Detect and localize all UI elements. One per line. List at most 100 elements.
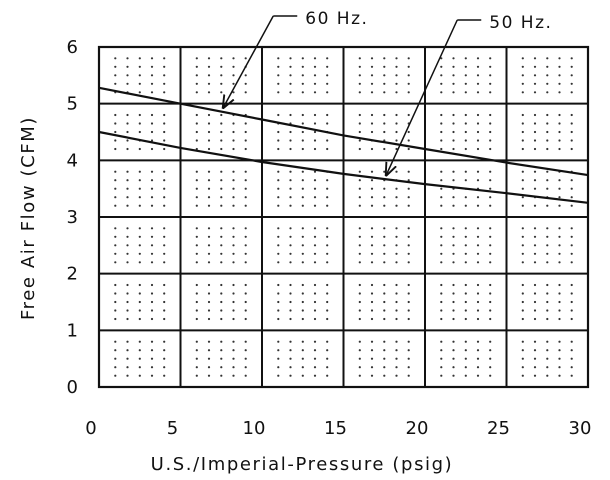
grid-dot: [546, 57, 549, 60]
grid-dot: [301, 122, 304, 125]
grid-dot: [546, 235, 549, 238]
grid-dot: [301, 292, 304, 295]
grid-dot: [313, 252, 317, 255]
grid-dot: [195, 252, 198, 255]
grid-dot: [232, 179, 235, 182]
grid-dot: [570, 227, 573, 230]
grid-dot: [313, 317, 317, 321]
grid-dot: [383, 357, 386, 360]
grid-dot: [476, 252, 480, 255]
grid-dot: [476, 196, 480, 199]
grid-dot: [521, 91, 524, 94]
grid-dot: [570, 317, 573, 321]
grid-dot: [383, 283, 386, 287]
grid-dot: [126, 244, 129, 247]
grid-dot: [533, 252, 537, 255]
x-tick-labels: 0 5 10 15 20 25 30: [85, 418, 591, 439]
grid-dot: [126, 139, 129, 142]
grid-dot: [126, 196, 129, 199]
grid-dot: [476, 317, 480, 321]
grid-dot: [138, 227, 141, 230]
series-line-60hz: [98, 86, 589, 177]
grid-dot: [313, 74, 317, 77]
grid-dot: [150, 340, 154, 343]
grid-dot: [383, 252, 386, 255]
grid-dot: [407, 244, 410, 247]
grid-dot: [489, 340, 492, 343]
grid-dot: [570, 65, 573, 68]
grid-dot: [358, 292, 361, 295]
grid-dot: [521, 82, 524, 85]
grid-dot: [558, 204, 561, 207]
grid-dot: [358, 91, 361, 94]
grid-dot: [220, 252, 223, 255]
grid-dot: [163, 340, 166, 343]
grid-dot: [440, 227, 443, 230]
grid-dot: [489, 65, 492, 68]
grid-dot: [546, 309, 549, 312]
grid-dot: [126, 122, 129, 125]
grid-dot: [521, 340, 524, 343]
annotation-arrow: [386, 19, 458, 175]
grid-dot: [301, 366, 304, 369]
grid-dot: [313, 340, 317, 343]
plot-border: [97, 45, 590, 389]
grid-dot: [150, 374, 154, 377]
grid-dot: [126, 300, 129, 304]
grid-dot: [533, 113, 537, 117]
grid-dot: [395, 309, 398, 312]
grid-dot: [440, 170, 443, 173]
grid-dot: [301, 179, 304, 182]
grid-dot: [220, 366, 223, 369]
grid-dot: [489, 179, 492, 182]
grid-dot: [407, 130, 410, 134]
grid-dot: [326, 300, 329, 304]
grid-dot: [163, 252, 166, 255]
grid-dot: [277, 196, 280, 199]
grid-dot: [558, 292, 561, 295]
grid-dot: [138, 147, 141, 151]
grid-dot: [407, 357, 410, 360]
grid-dot: [383, 349, 386, 352]
grid-dot: [277, 357, 280, 360]
grid-dot: [195, 357, 198, 360]
grid-dot: [533, 357, 537, 360]
grid-dot: [220, 309, 223, 312]
grid-dot: [195, 139, 198, 142]
grid-dot: [521, 374, 524, 377]
grid-dot: [570, 74, 573, 77]
grid-dot: [232, 317, 235, 321]
grid-dot: [464, 235, 467, 238]
grid-dot: [489, 130, 492, 134]
grid-dot: [277, 139, 280, 142]
grid-dot: [326, 139, 329, 142]
grid-dot: [383, 170, 386, 173]
grid-dot: [277, 179, 280, 182]
grid-dot: [452, 122, 455, 125]
grid-dot: [464, 366, 467, 369]
grid-dot: [558, 179, 561, 182]
grid-dot: [313, 349, 317, 352]
grid-dot: [114, 300, 117, 304]
grid-dot: [313, 187, 317, 190]
grid-dot: [126, 65, 129, 68]
grid-dot: [232, 74, 235, 77]
grid-dot: [358, 187, 361, 190]
grid-dot: [546, 122, 549, 125]
grid-dot: [546, 139, 549, 142]
grid-dot: [464, 283, 467, 287]
grid-dot: [195, 204, 198, 207]
grid-dot: [232, 366, 235, 369]
grid-dot: [476, 147, 480, 151]
grid-dot: [489, 357, 492, 360]
grid-dot: [220, 187, 223, 190]
grid-dot: [289, 57, 292, 60]
grid-dot: [383, 91, 386, 94]
grid-dot: [195, 57, 198, 60]
grid-dot: [464, 340, 467, 343]
grid-dot: [358, 340, 361, 343]
grid-dot: [558, 57, 561, 60]
grid-dot: [207, 147, 211, 151]
grid-dot: [383, 235, 386, 238]
grid-dot: [476, 340, 480, 343]
